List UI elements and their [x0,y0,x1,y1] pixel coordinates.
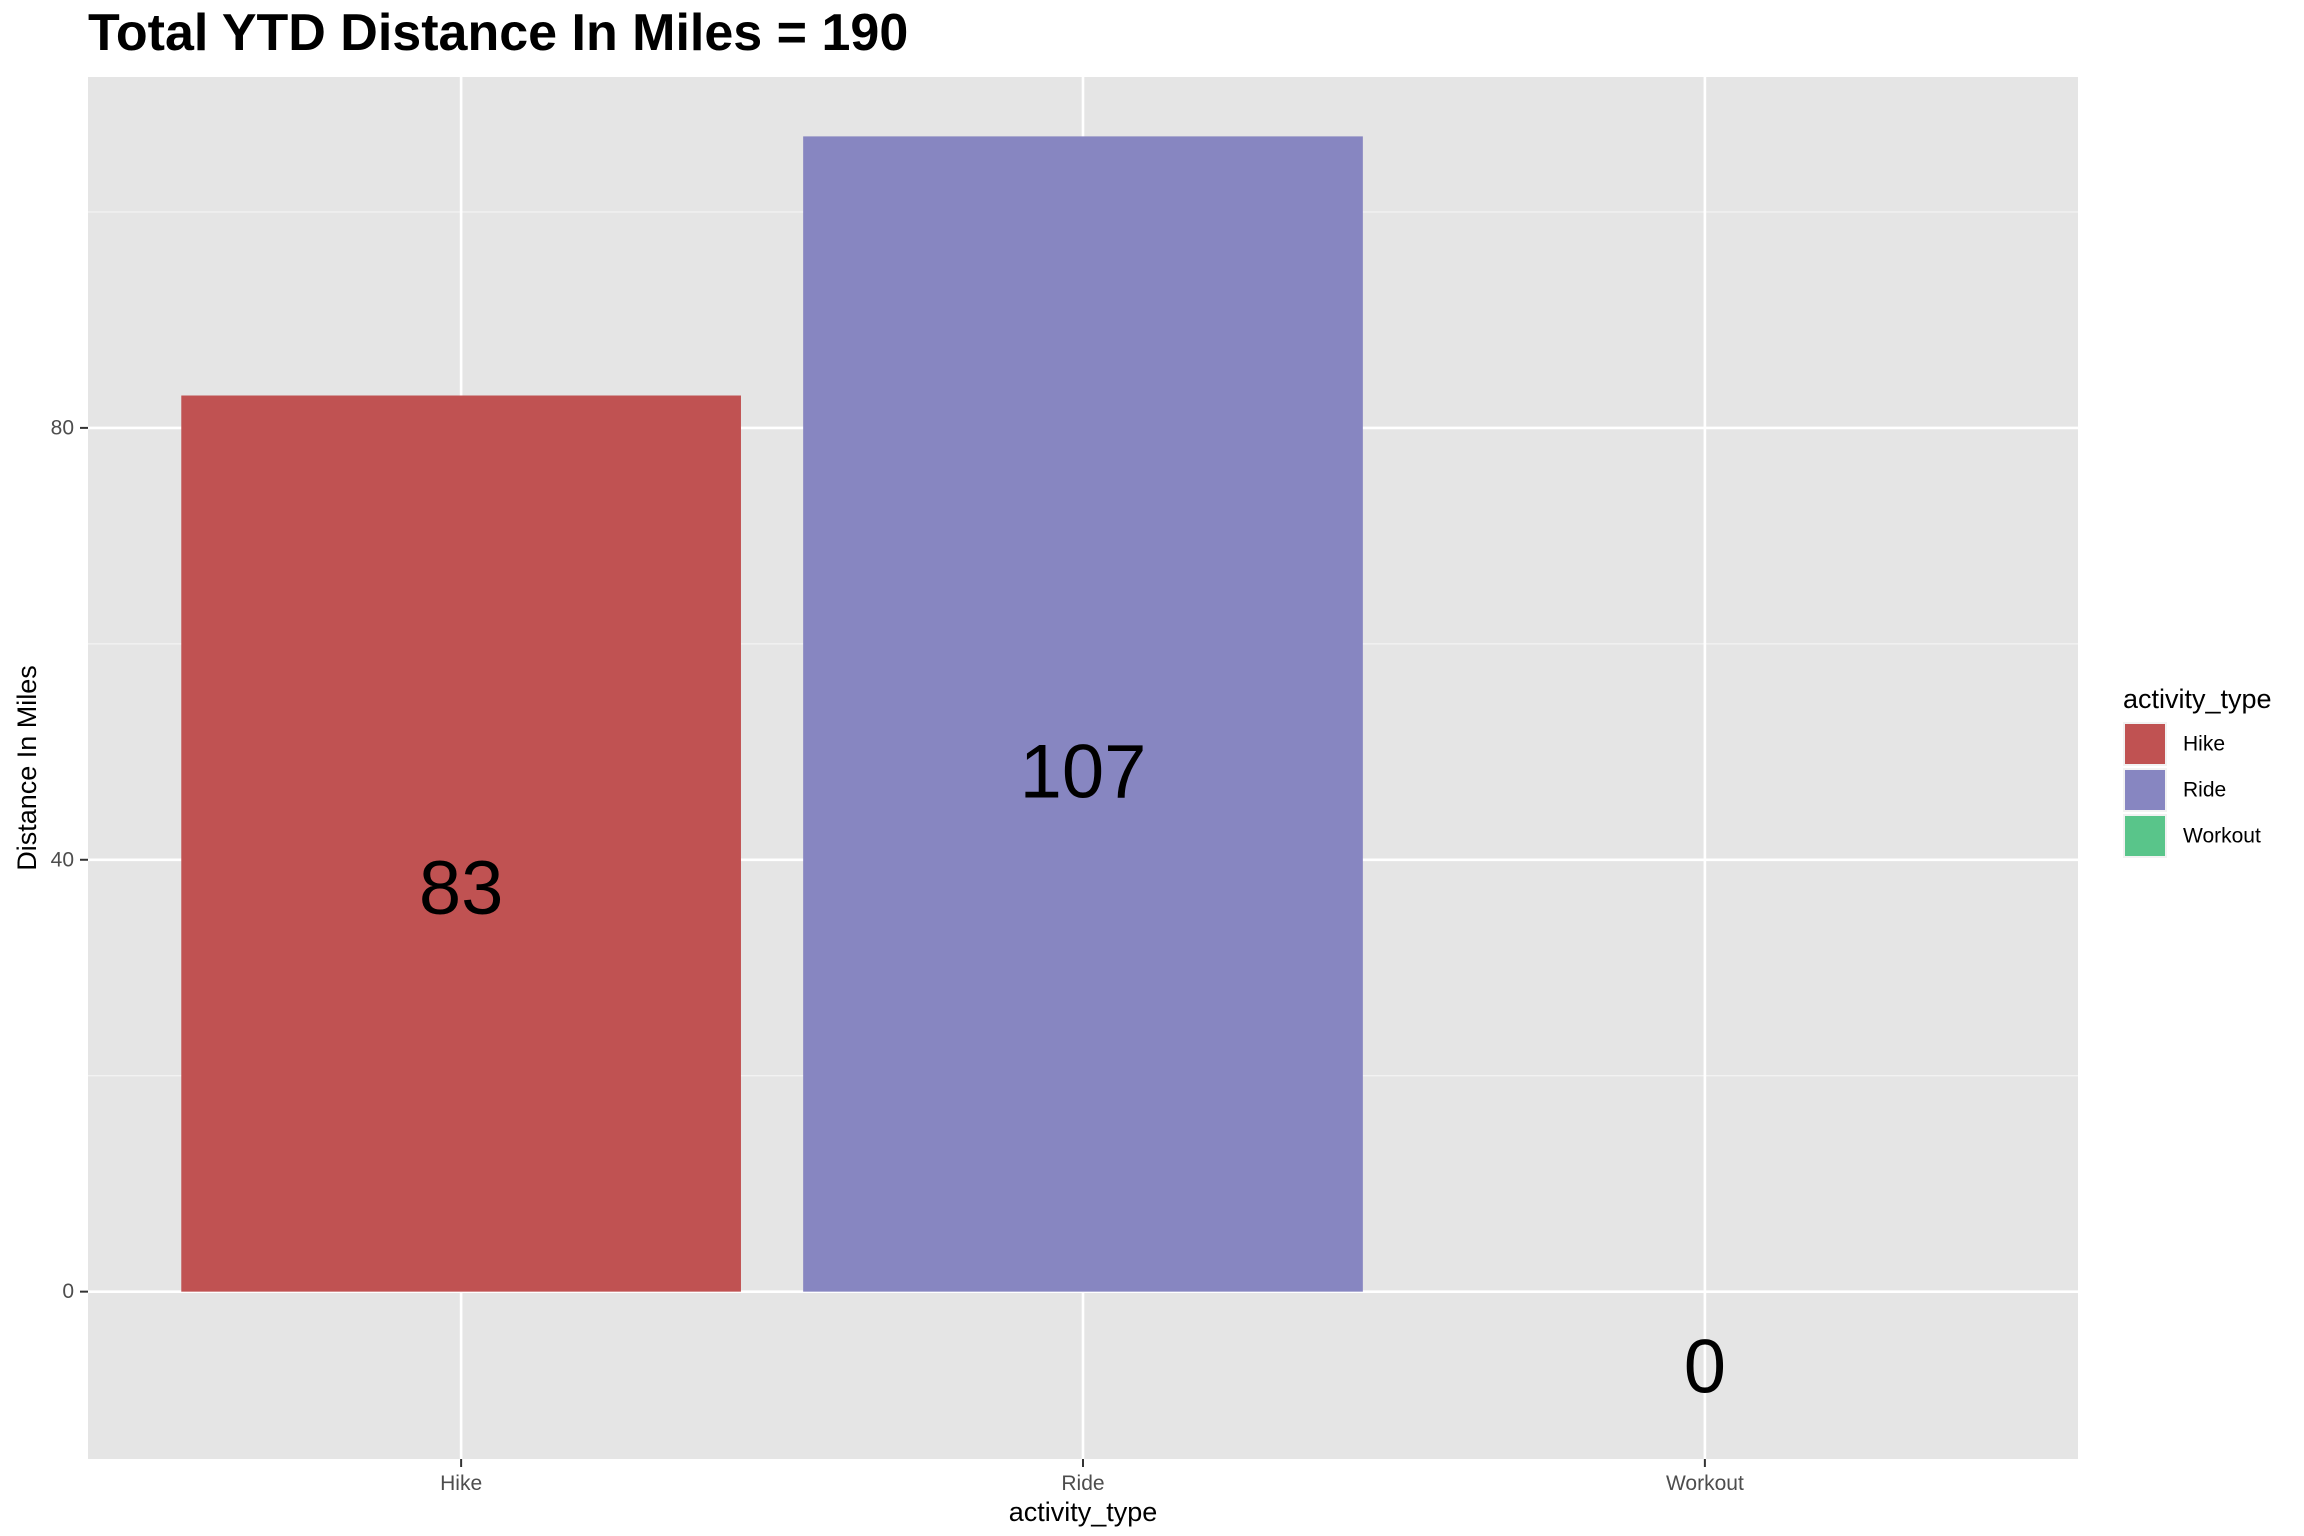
bar-label-ride: 107 [1020,729,1147,814]
legend-swatch-workout [2125,816,2165,856]
legend-label-hike: Hike [2183,733,2225,756]
x-axis: Hike Ride Workout [440,1459,1744,1495]
y-tick-label: 80 [51,416,74,439]
y-tick-label: 40 [51,848,74,871]
bar-labels: 83 107 0 [419,729,1726,1409]
x-tick-label-workout: Workout [1666,1472,1744,1495]
x-tick-label-ride: Ride [1061,1472,1104,1495]
legend-swatch-hike [2125,724,2165,764]
y-axis: 0 40 80 [51,416,88,1303]
bar-ride [803,136,1363,1292]
x-axis-title: activity_type [1009,1497,1158,1527]
chart-title: Total YTD Distance In Miles = 190 [88,4,908,62]
bars [181,136,1363,1292]
bar-label-workout: 0 [1684,1325,1726,1410]
legend-swatch-ride [2125,770,2165,810]
legend-label-workout: Workout [2183,825,2261,848]
legend: activity_type Hike Ride Workout [2123,684,2272,858]
legend-title: activity_type [2123,684,2272,714]
y-tick-label: 0 [62,1280,74,1303]
bar-hike [181,395,741,1292]
legend-items: Hike Ride Workout [2123,722,2261,858]
bar-label-hike: 83 [419,846,504,931]
x-tick-label-hike: Hike [440,1472,482,1495]
y-axis-title: Distance In Miles [12,665,42,871]
legend-label-ride: Ride [2183,779,2226,802]
